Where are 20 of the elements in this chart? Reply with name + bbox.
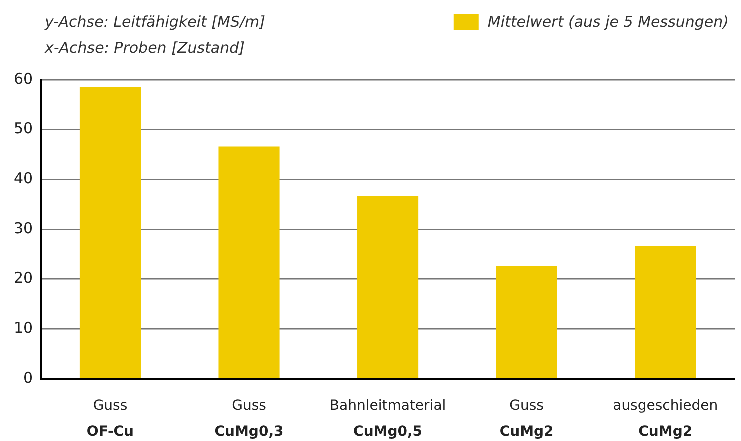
bar bbox=[218, 146, 280, 378]
y-tick-label: 50 bbox=[14, 120, 34, 138]
y-tick-label: 10 bbox=[14, 319, 34, 338]
bar bbox=[80, 87, 142, 378]
x-tick-label: ausgeschieden CuMg2 bbox=[613, 398, 718, 440]
bar bbox=[635, 246, 696, 378]
x-tick-label: Guss CuMg0,3 bbox=[214, 398, 284, 440]
y-tick-label: 0 bbox=[24, 368, 34, 387]
legend-label: Mittelwert (aus je 5 Messungen) bbox=[488, 13, 730, 31]
bar bbox=[358, 196, 419, 378]
y-tick-label: 20 bbox=[14, 269, 34, 288]
y-tick-label: 30 bbox=[14, 219, 34, 238]
x-tick-label: Guss OF-Cu bbox=[86, 398, 134, 440]
bar bbox=[496, 266, 558, 378]
x-tick-label: Bahnleitmaterial CuMg0,5 bbox=[330, 398, 446, 440]
y-tick-label: 60 bbox=[14, 70, 34, 88]
y-tick-label: 40 bbox=[14, 170, 34, 188]
y-axis-title: y-Achse: Leitfähigkeit [MS/m] bbox=[44, 13, 266, 31]
x-axis-title: x-Achse: Proben [Zustand] bbox=[44, 39, 246, 57]
x-tick-label: Guss CuMg2 bbox=[500, 398, 554, 440]
